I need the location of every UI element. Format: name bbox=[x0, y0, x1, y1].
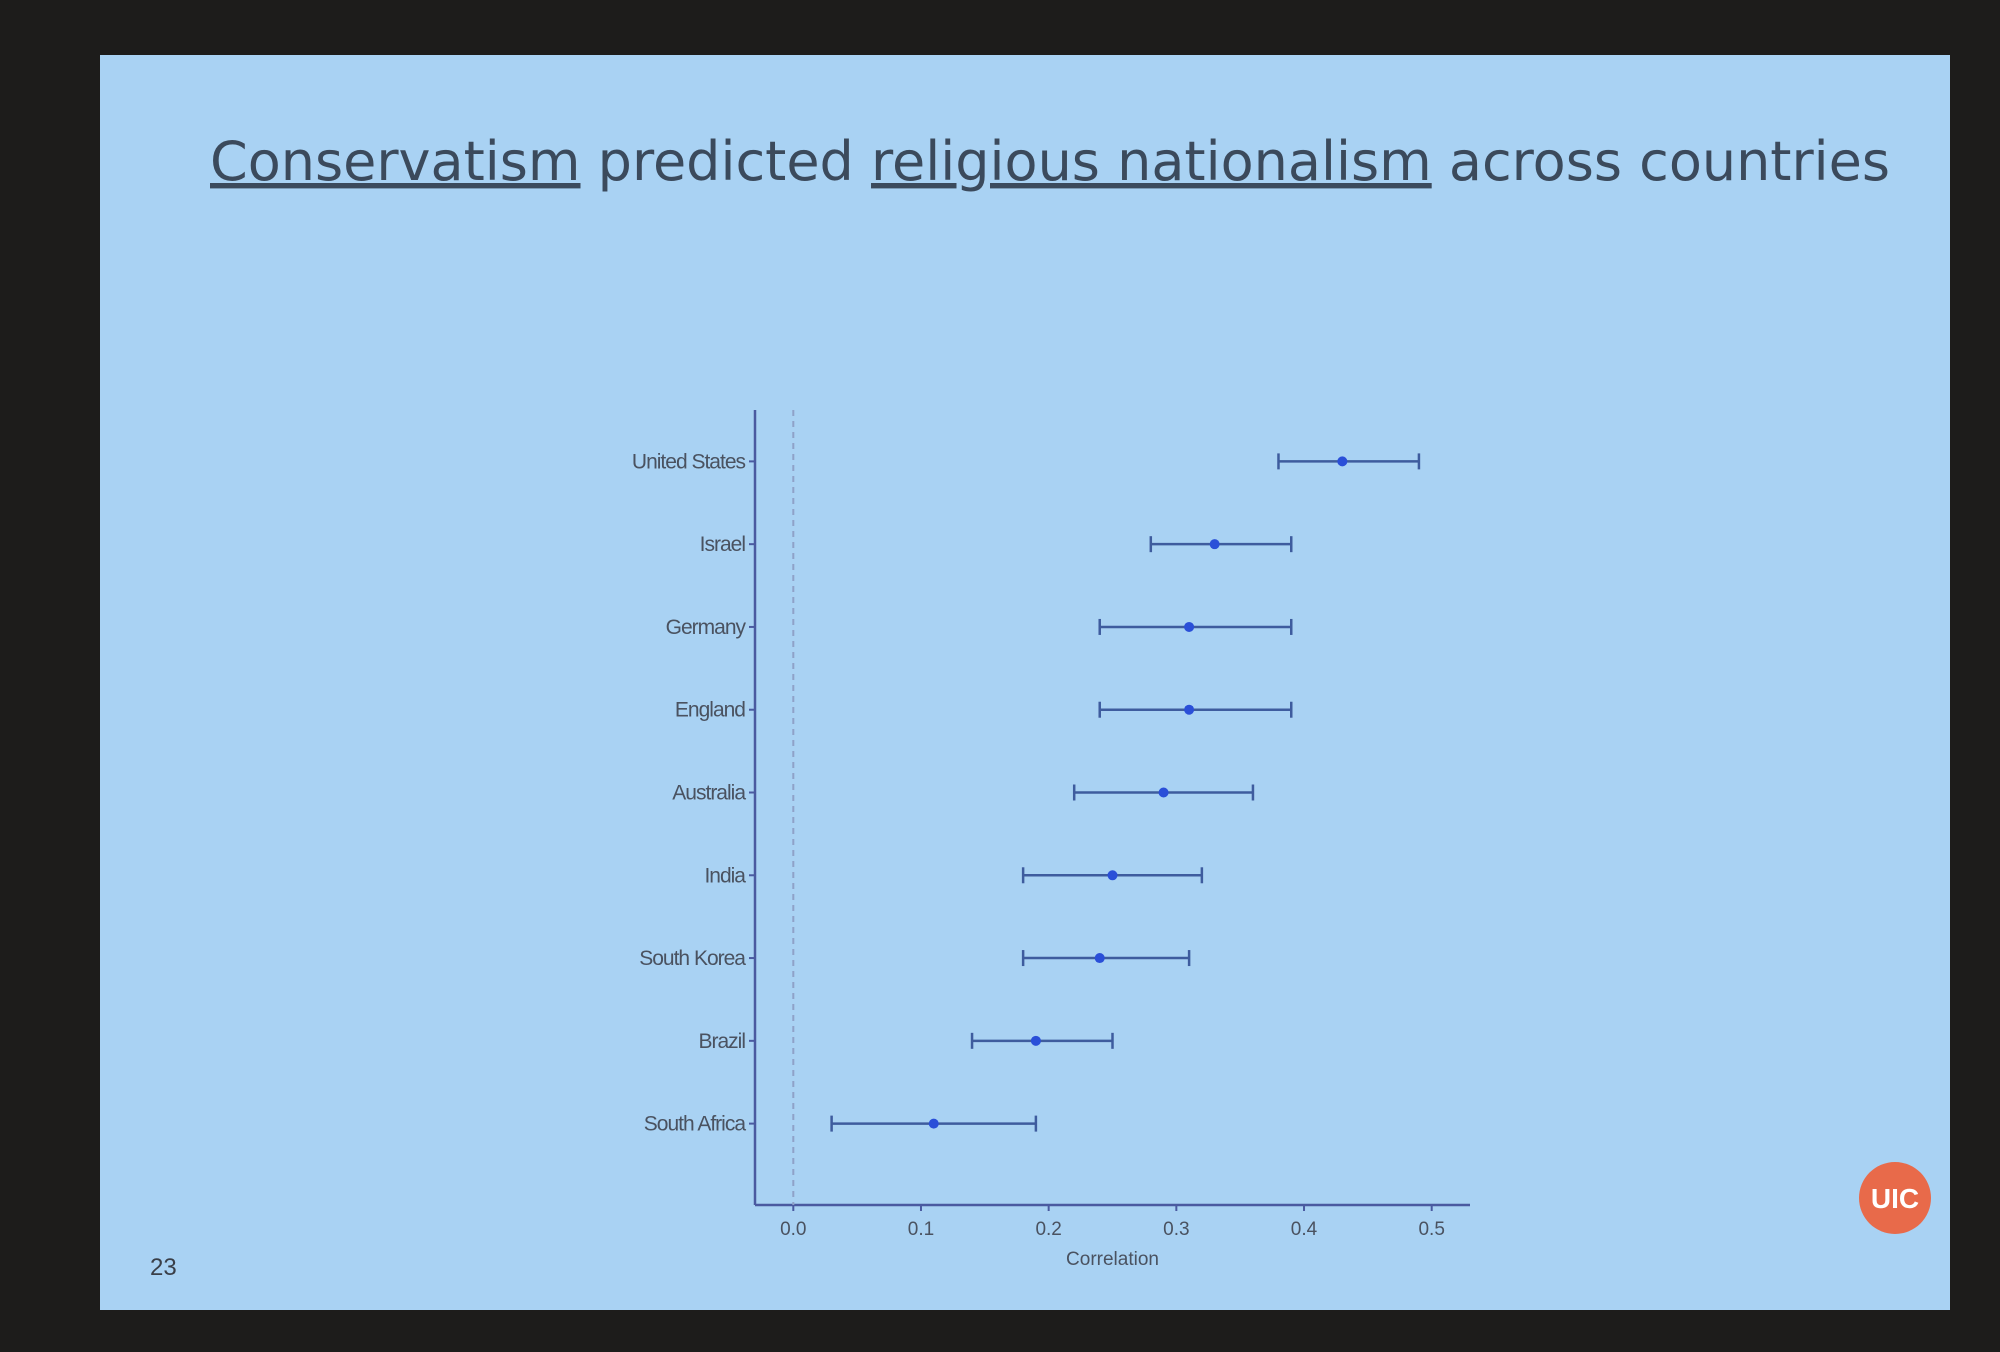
point bbox=[1209, 539, 1220, 550]
category-label: Germany bbox=[666, 616, 747, 639]
category-label: England bbox=[675, 699, 745, 722]
category-label: Israel bbox=[700, 533, 746, 556]
point bbox=[928, 1118, 939, 1129]
x-tick-label: 0.5 bbox=[1418, 1219, 1444, 1240]
category-label: United States bbox=[632, 450, 746, 473]
point bbox=[1184, 704, 1195, 715]
slide bbox=[100, 55, 1950, 1310]
x-tick-label: 0.4 bbox=[1291, 1219, 1318, 1240]
x-tick-label: 0.2 bbox=[1035, 1219, 1061, 1240]
category-label: Brazil bbox=[698, 1030, 745, 1053]
point bbox=[1030, 1035, 1041, 1046]
point bbox=[1094, 953, 1105, 964]
point bbox=[1337, 456, 1348, 467]
x-tick-label: 0.3 bbox=[1163, 1219, 1189, 1240]
point bbox=[1184, 621, 1195, 632]
x-tick-label: 0.1 bbox=[908, 1219, 934, 1240]
category-label: South Korea bbox=[639, 947, 746, 970]
title-segment: across countries bbox=[1449, 130, 1890, 193]
title-segment: predicted bbox=[598, 130, 854, 193]
category-label: South Africa bbox=[644, 1113, 747, 1136]
slide-title: Conservatism predicted religious nationa… bbox=[210, 130, 1890, 193]
title-segment: Conservatism bbox=[210, 130, 581, 193]
slide-number: 23 bbox=[150, 1254, 177, 1281]
logo-badge bbox=[1859, 1162, 1931, 1234]
title-segment: religious nationalism bbox=[871, 130, 1432, 193]
point bbox=[1107, 870, 1118, 881]
x-tick-label: 0.0 bbox=[780, 1219, 806, 1240]
category-label: Australia bbox=[672, 782, 746, 805]
point bbox=[1158, 787, 1169, 798]
logo: UIC bbox=[1871, 1183, 1919, 1214]
category-label: India bbox=[704, 864, 746, 887]
x-axis-label: Correlation bbox=[1066, 1249, 1159, 1270]
